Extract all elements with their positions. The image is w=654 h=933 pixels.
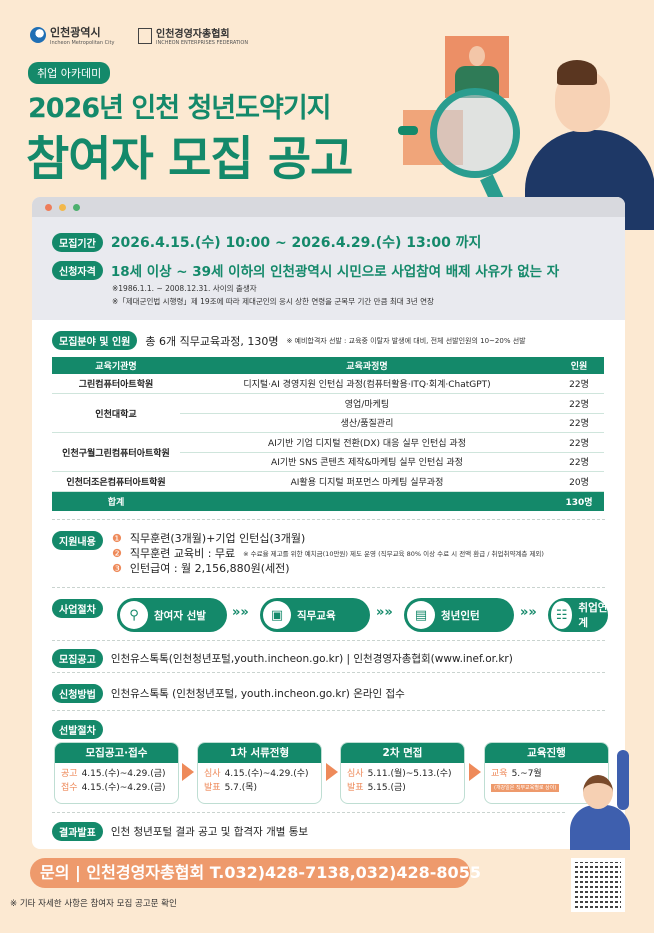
selection-label: 선발절차: [52, 720, 103, 739]
table-row: 그린컴퓨터아트학원 디지털·AI 경영지원 인턴십 과정(컴퓨터활용·ITQ·회계…: [52, 374, 604, 394]
dot-yellow-icon: [59, 203, 66, 211]
incheon-logo-icon: [30, 27, 46, 43]
chevron-icon: »»: [376, 605, 393, 620]
support-label: 지원내용: [52, 531, 103, 550]
selection-stage: 1차 서류전형 심사 4.15.(수)~4.29.(수) 발표 5.7.(목): [197, 742, 322, 804]
chevron-icon: »»: [520, 605, 537, 620]
selection-stage: 모집공고·접수 공고 4.15.(수)~4.29.(금) 접수 4.15.(수)~4…: [54, 742, 179, 804]
federation-logo: 인천경영자총협회 INCHEON ENTERPRISES FEDERATION: [138, 25, 248, 46]
col-header: 인원: [554, 357, 604, 374]
eligibility-label: 신청자격: [52, 260, 103, 280]
support-item1: ❶ 직무훈련(3개월)+기업 인턴십(3개월): [112, 531, 306, 546]
process-step-training: ▣ 직무교육: [260, 598, 370, 632]
process-step-selection: ⚲ 참여자 선발: [117, 598, 227, 632]
footer-note: ※ 기타 자세한 사항은 참여자 모집 공고문 확인: [10, 899, 177, 909]
arrow-right-icon: [326, 763, 338, 781]
recruit-label: 모집분야 및 인원: [52, 331, 138, 350]
notice-text: 인천유스톡톡(인천청년포털,youth.incheon.go.kr) | 인천경…: [110, 653, 513, 665]
table-row: 인천더조은컴퓨터아트학원 AI활용 디지털 퍼포먼스 마케팅 실무과정 20명: [52, 471, 604, 492]
selection-stage: 2차 면접 심사 5.11.(월)~5.13.(수) 발표 5.15.(금): [340, 742, 465, 804]
selection-stage: 교육진행 교육 5.~7월 (개강일은 직무교육별로 상이): [484, 742, 609, 804]
eligibility-note2: ※「제대군인법 시행령」제 19조에 따라 제대군인의 응시 상한 연령을 군복…: [112, 297, 434, 306]
person-hair: [557, 60, 597, 85]
period-label: 모집기간: [52, 232, 103, 252]
people-search-icon: ⚲: [120, 601, 148, 629]
table-row: 인천구월그린컴퓨터아트학원 AI기반 기업 디지털 전환(DX) 대응 실무 인턴…: [52, 432, 604, 472]
support-item2: ❷ 직무훈련 교육비 : 무료 ※ 수료율 제고를 위한 예치금(10만원) 제도 …: [112, 546, 544, 561]
support-item3: ❸ 인턴급여 : 월 2,156,880원(세전): [112, 561, 290, 576]
chevron-icon: »»: [232, 605, 249, 620]
process-step-intern: ▤ 청년인턴: [404, 598, 514, 632]
process-label: 사업절차: [52, 599, 103, 618]
apply-text: 인천유스톡톡 (인천청년포털, youth.incheon.go.kr) 온라인…: [110, 688, 405, 700]
table-row: AI기반 SNS 콘텐츠 제작&마케팅 실무 인턴십 과정 22명: [52, 452, 604, 472]
eligibility-note1: ※1986.1.1. ~ 2008.12.31. 사이의 출생자: [112, 284, 257, 293]
recruit-summary: 총 6개 직무교육과정, 130명: [145, 334, 279, 348]
table-row: 생산/품질관리 22명: [52, 413, 604, 433]
total-row: 합계 130명: [52, 491, 604, 511]
col-header: 교육기관명: [52, 357, 180, 374]
result-label: 결과발표: [52, 822, 103, 841]
col-header: 교육과정명: [180, 357, 554, 374]
dot-green-icon: [73, 203, 80, 211]
process-step-employment: ☷ 취업연계: [548, 598, 608, 632]
title-line1: 2026년 인천 청년도약기지: [28, 93, 332, 124]
browser-card: 모집기간 2026.4.15.(수) 10:00 ~ 2026.4.29.(수) …: [32, 197, 625, 849]
dot-red-icon: [45, 203, 52, 211]
magnifier-icon: [430, 88, 520, 178]
page-title: 참여자 모집 공고: [26, 132, 353, 187]
org-chart-icon: ☷: [551, 601, 573, 629]
apply-label: 신청방법: [52, 684, 103, 703]
training-icon: ▣: [263, 601, 291, 629]
contact-bar: 문의 | 인천경영자총협회 T.032)428-7138,032)428-805…: [30, 858, 481, 888]
waving-woman-illustration: [565, 750, 637, 850]
arrow-right-icon: [182, 763, 194, 781]
chat-bubble-icon: [398, 126, 418, 135]
notice-label: 모집공고: [52, 649, 103, 668]
academy-badge: 취업 아카데미: [28, 62, 111, 84]
qr-code[interactable]: [571, 858, 625, 912]
table-row: 인천대학교 영업/마케팅 22명: [52, 393, 604, 433]
browser-bar: [32, 197, 625, 217]
illustration: [395, 30, 654, 230]
arrow-right-icon: [469, 763, 481, 781]
recruit-note: ※ 예비합격자 선발 : 교육중 이탈자 발생에 대비, 전체 선발인원의 10…: [286, 336, 526, 345]
incheon-city-logo: 인천광역시 Incheon Metropolitan City: [30, 24, 114, 46]
info-section: 모집기간 2026.4.15.(수) 10:00 ~ 2026.4.29.(수) …: [32, 217, 625, 320]
federation-logo-icon: [138, 27, 152, 44]
woman-photo-frame: [445, 36, 509, 98]
intern-icon: ▤: [407, 601, 435, 629]
period-value: 2026.4.15.(수) 10:00 ~ 2026.4.29.(수) 13:0…: [110, 235, 482, 251]
recruit-table: 교육기관명 교육과정명 인원 그린컴퓨터아트학원 디지털·AI 경영지원 인턴십 …: [52, 357, 604, 511]
result-text: 인천 청년포털 결과 공고 및 합격자 개별 통보: [110, 826, 309, 838]
eligibility-value: 18세 이상 ~ 39세 이하의 인천광역시 시민으로 사업참여 배제 사유가 …: [110, 264, 560, 280]
